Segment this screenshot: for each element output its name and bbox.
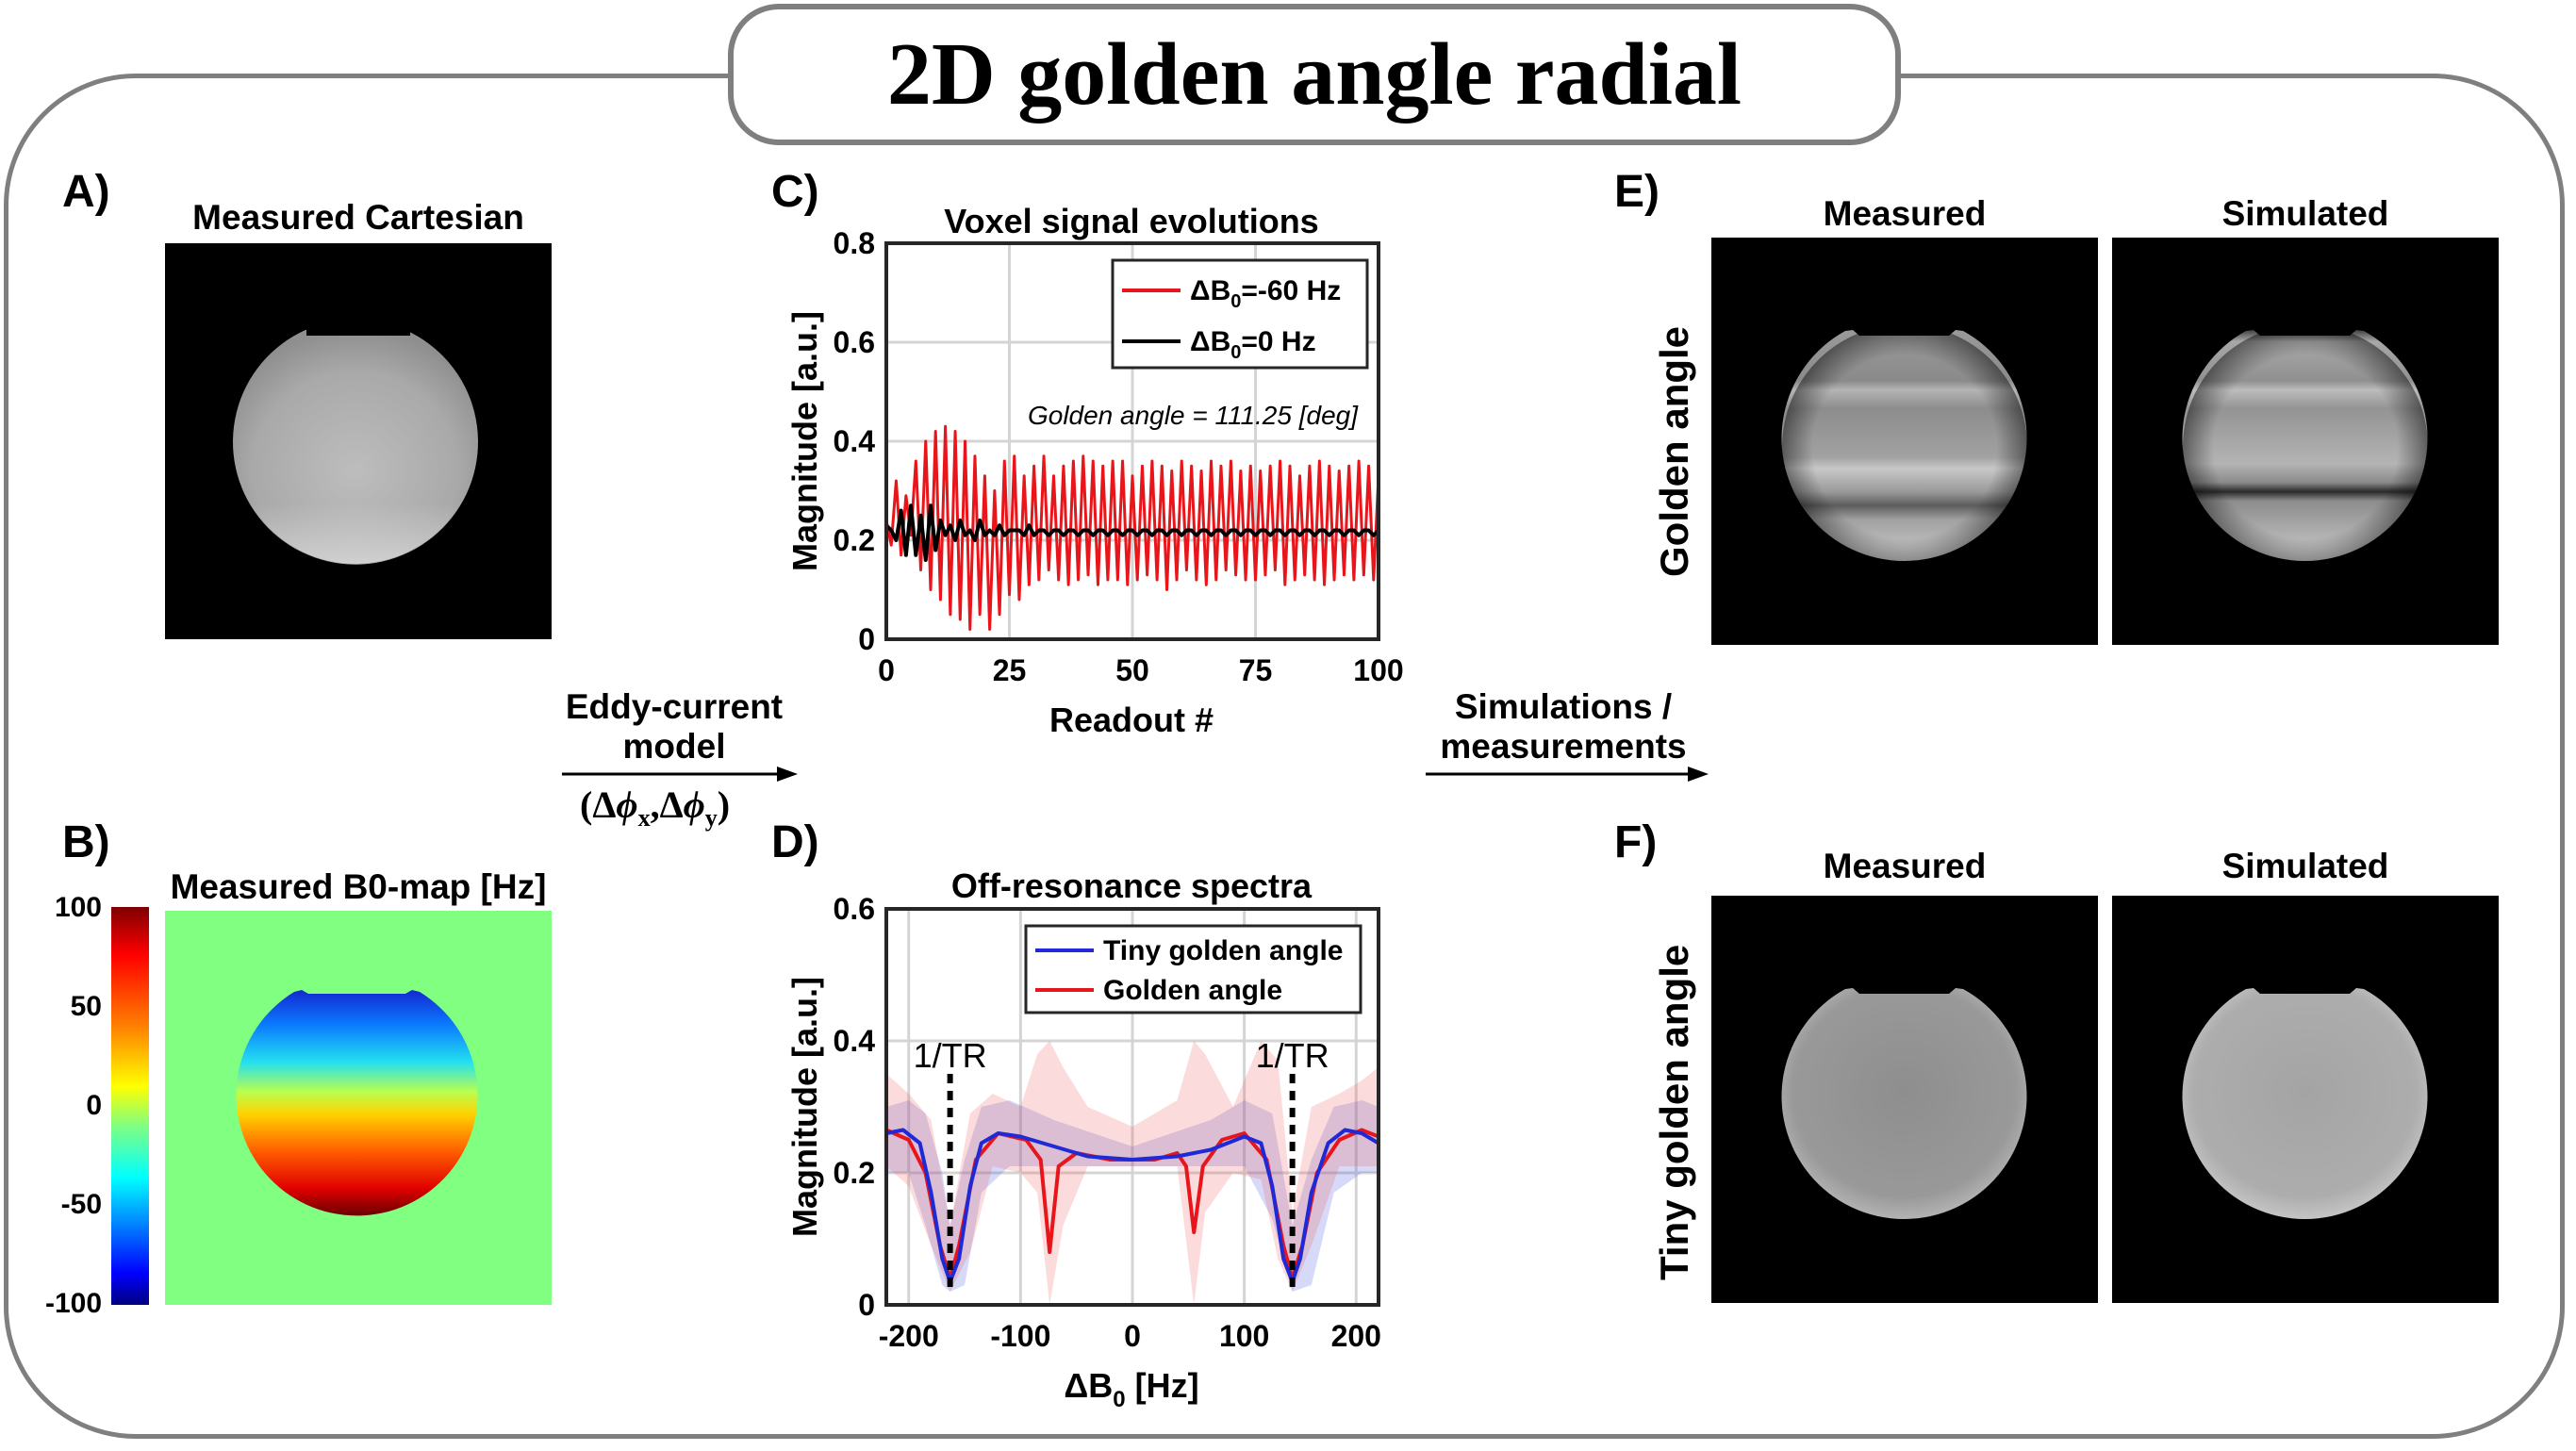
- b0-colorbar: [111, 907, 149, 1305]
- chart-d-legend-label-blue: Tiny golden angle: [1103, 935, 1343, 966]
- cartesian-image: [165, 243, 552, 639]
- chartD-xtick-0: -200: [879, 1319, 939, 1353]
- chart-c-legend-box: [1111, 258, 1369, 370]
- panel-b-letter: B): [62, 817, 110, 867]
- chartC-ytick-0: 0: [858, 622, 875, 656]
- chart-d-band-1: [886, 1041, 1379, 1305]
- signal-evolution-chart: Voxel signal evolutions 0 25 50 75 100 0 0.2 0.…: [785, 202, 1404, 739]
- panel-f-col2-title: Simulated: [2221, 847, 2389, 885]
- chartD-xtick-2: 0: [1124, 1319, 1141, 1353]
- chartC-ytick-1: 0.2: [834, 523, 875, 557]
- chart-c-title: Voxel signal evolutions: [944, 202, 1318, 240]
- model-label-line2: model: [622, 727, 726, 766]
- chart-c-series: [884, 424, 1380, 631]
- panel-c-letter: C): [771, 167, 819, 217]
- chartC-xtick-3: 75: [1239, 653, 1273, 687]
- panel-e-row-label: Golden angle: [1652, 325, 1696, 577]
- tiny-golden-simulated-image: [2112, 896, 2499, 1303]
- chart-c-legend-label-red: ΔB0=-60 Hz: [1190, 275, 1341, 312]
- sim-arrow: [1426, 767, 1709, 782]
- golden-simulated-image: [2112, 238, 2499, 645]
- tiny-golden-simulated-phantom: [2182, 988, 2428, 1219]
- chartD-ytick-3: 0.6: [834, 892, 875, 926]
- chart-d-series-0: [885, 1128, 1380, 1284]
- chart-d-tr-label-0: 1/TR: [914, 1036, 987, 1075]
- chart-d-series: [885, 1128, 1380, 1284]
- chart-c-annotation: Golden angle = 111.25 [deg]: [1028, 401, 1359, 430]
- chart-d-ticks: -200 -100 0 100 200 0 0.2 0.4 0.6: [834, 892, 1381, 1353]
- colorbar-tick-100: 100: [54, 892, 102, 923]
- chart-d-xlabel: ΔB0 [Hz]: [1064, 1366, 1198, 1412]
- model-arrow: [562, 767, 798, 782]
- golden-simulated-phantom: [2182, 324, 2428, 569]
- colorbar-tick-minus50: -50: [60, 1189, 102, 1220]
- chart-c-ticks: 0 25 50 75 100 0 0.2 0.4 0.6 0.8: [834, 226, 1404, 687]
- chart-c-series-1: [884, 503, 1380, 562]
- tiny-golden-measured-image: [1711, 896, 2098, 1303]
- golden-measured-image: [1711, 238, 2098, 645]
- figure-title: 2D golden angle radial: [886, 25, 1742, 124]
- offresonance-spectra-chart: Off-resonance spectra 1/TR 1/TR -200 -100 0…: [785, 866, 1381, 1412]
- chartC-xtick-4: 100: [1353, 653, 1403, 687]
- chart-d-legend-label-red: Golden angle: [1103, 975, 1282, 1006]
- sim-label-line1: Simulations /: [1454, 687, 1673, 726]
- chart-c-axes-box: [884, 241, 1380, 641]
- chart-d-legend: Tiny golden angle Golden angle: [1024, 924, 1362, 1014]
- b0-map-image: [165, 911, 552, 1305]
- panel-d-letter: D): [771, 817, 819, 867]
- golden-measured-phantom: [1781, 324, 2027, 569]
- chartD-ytick-2: 0.4: [834, 1024, 876, 1058]
- chart-d-legend-box: [1024, 924, 1362, 1014]
- chart-c-series-0: [884, 424, 1380, 631]
- chartC-ytick-3: 0.6: [834, 325, 875, 359]
- chart-c-xlabel: Readout #: [1049, 701, 1214, 739]
- panel-b-title: Measured B0-map [Hz]: [170, 867, 547, 906]
- chartC-ytick-4: 0.8: [834, 226, 875, 260]
- chartC-xtick-2: 50: [1115, 653, 1149, 687]
- chart-c-ylabel: Magnitude [a.u.]: [785, 311, 824, 571]
- chart-c-legend-label-black: ΔB0=0 Hz: [1190, 326, 1316, 363]
- panel-f-row-label: Tiny golden angle: [1652, 944, 1696, 1280]
- model-label-line1: Eddy-current: [565, 687, 784, 726]
- chartC-xtick-0: 0: [878, 653, 895, 687]
- colorbar-tick-minus100: -100: [44, 1288, 102, 1319]
- chart-d-annotations: 1/TR 1/TR: [914, 1036, 1329, 1292]
- chartC-ytick-2: 0.4: [834, 424, 876, 458]
- panel-f-letter: F): [1614, 817, 1658, 867]
- panel-e-col2-title: Simulated: [2221, 194, 2389, 233]
- sim-label-line2: measurements: [1440, 727, 1687, 766]
- b0-map-phantom: [236, 990, 478, 1216]
- panel-e-col1-title: Measured: [1823, 194, 1987, 233]
- chart-d-axes-box: [884, 907, 1380, 1307]
- panel-a-letter: A): [62, 167, 110, 217]
- chartD-xtick-4: 200: [1331, 1319, 1381, 1353]
- chart-d-title: Off-resonance spectra: [951, 866, 1313, 905]
- panel-f-col1-title: Measured: [1823, 847, 1987, 885]
- panel-e-letter: E): [1614, 167, 1660, 217]
- tiny-golden-measured-phantom: [1781, 988, 2027, 1219]
- cartesian-phantom: [233, 321, 479, 565]
- chartD-xtick-1: -100: [990, 1319, 1050, 1353]
- chartD-ytick-1: 0.2: [834, 1156, 875, 1190]
- chartD-ytick-0: 0: [858, 1288, 875, 1322]
- title-box: 2D golden angle radial: [728, 4, 1901, 145]
- colorbar-tick-0: 0: [86, 1090, 102, 1121]
- model-parameters-text: (Δϕx,Δϕy): [580, 783, 731, 832]
- chart-d-ylabel: Magnitude [a.u.]: [785, 977, 824, 1237]
- colorbar-tick-50: 50: [70, 991, 102, 1022]
- model-parameters: (Δϕx,Δϕy): [570, 783, 778, 839]
- chartD-xtick-3: 100: [1219, 1319, 1269, 1353]
- panel-a-title: Measured Cartesian: [192, 198, 524, 237]
- chartC-xtick-1: 25: [993, 653, 1027, 687]
- chart-c-legend: ΔB0=-60 Hz ΔB0=0 Hz: [1111, 258, 1369, 370]
- chart-d-tr-label-1: 1/TR: [1256, 1036, 1329, 1075]
